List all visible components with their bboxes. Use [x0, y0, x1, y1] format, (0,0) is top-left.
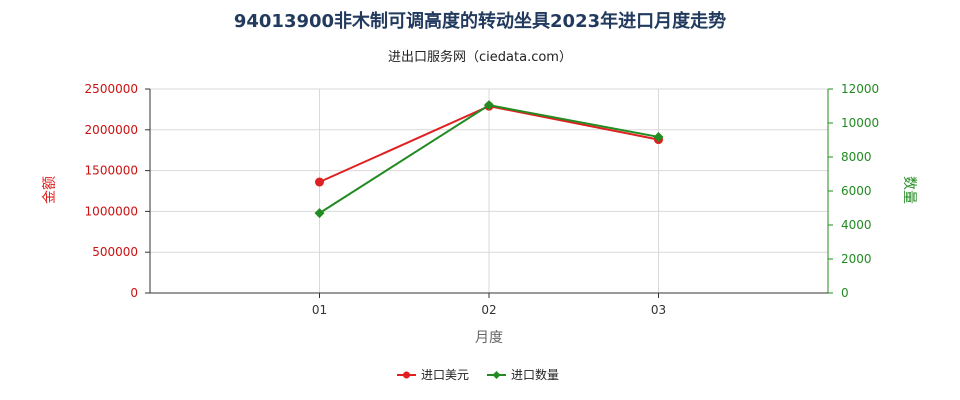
x-axis-tick-label: 01 [312, 303, 327, 317]
grid-lines [150, 88, 828, 293]
series-2-point-01 [314, 208, 325, 219]
legend-diamond-icon [492, 371, 501, 379]
right-axis-tick-label: 4000 [841, 218, 872, 232]
right-axis-tick-label: 12000 [841, 82, 879, 96]
right-axis-tick-label: 8000 [841, 150, 872, 164]
left-axis-tick-label: 0 [130, 286, 138, 300]
series-2-point-02 [484, 100, 494, 111]
right-axis-tick-label: 0 [841, 286, 849, 300]
left-axis-tick-label: 500000 [92, 245, 138, 259]
left-axis-tick-label: 1500000 [85, 164, 138, 178]
left-axis-title: 金额 [42, 176, 58, 204]
x-axis-tick-label: 03 [651, 303, 666, 317]
left-axis-tick-label: 1000000 [85, 204, 138, 218]
right-axis-title: 数量 [901, 176, 917, 204]
left-axis-tick-label: 2000000 [85, 123, 138, 137]
legend-item-import-quantity[interactable]: 进口数量 [487, 367, 559, 382]
right-axis-tick-label: 10000 [841, 116, 879, 130]
legend-label: 进口美元 [421, 368, 469, 382]
x-axis-title: 月度 [475, 330, 503, 346]
legend: 进口美元 进口数量 [397, 367, 559, 382]
left-axis-tick-label: 2500000 [85, 82, 138, 96]
plot-series [314, 100, 664, 219]
legend-circle-icon [403, 371, 410, 379]
right-axis-tick-label: 2000 [841, 252, 872, 266]
chart-title: 94013900非木制可调高度的转动坐具2023年进口月度走势 [234, 10, 726, 32]
legend-item-import-usd[interactable]: 进口美元 [397, 368, 469, 382]
x-axis-tick-label: 02 [481, 303, 496, 317]
right-axis-tick-label: 6000 [841, 184, 872, 198]
series-1-point-01 [315, 177, 324, 187]
legend-label: 进口数量 [511, 367, 559, 382]
chart-subtitle: 进出口服务网（ciedata.com） [388, 49, 572, 65]
axes: 0 500000 1000000 1500000 2000000 2500000 0 2000… [85, 82, 880, 317]
series-2-point-03 [653, 131, 664, 142]
